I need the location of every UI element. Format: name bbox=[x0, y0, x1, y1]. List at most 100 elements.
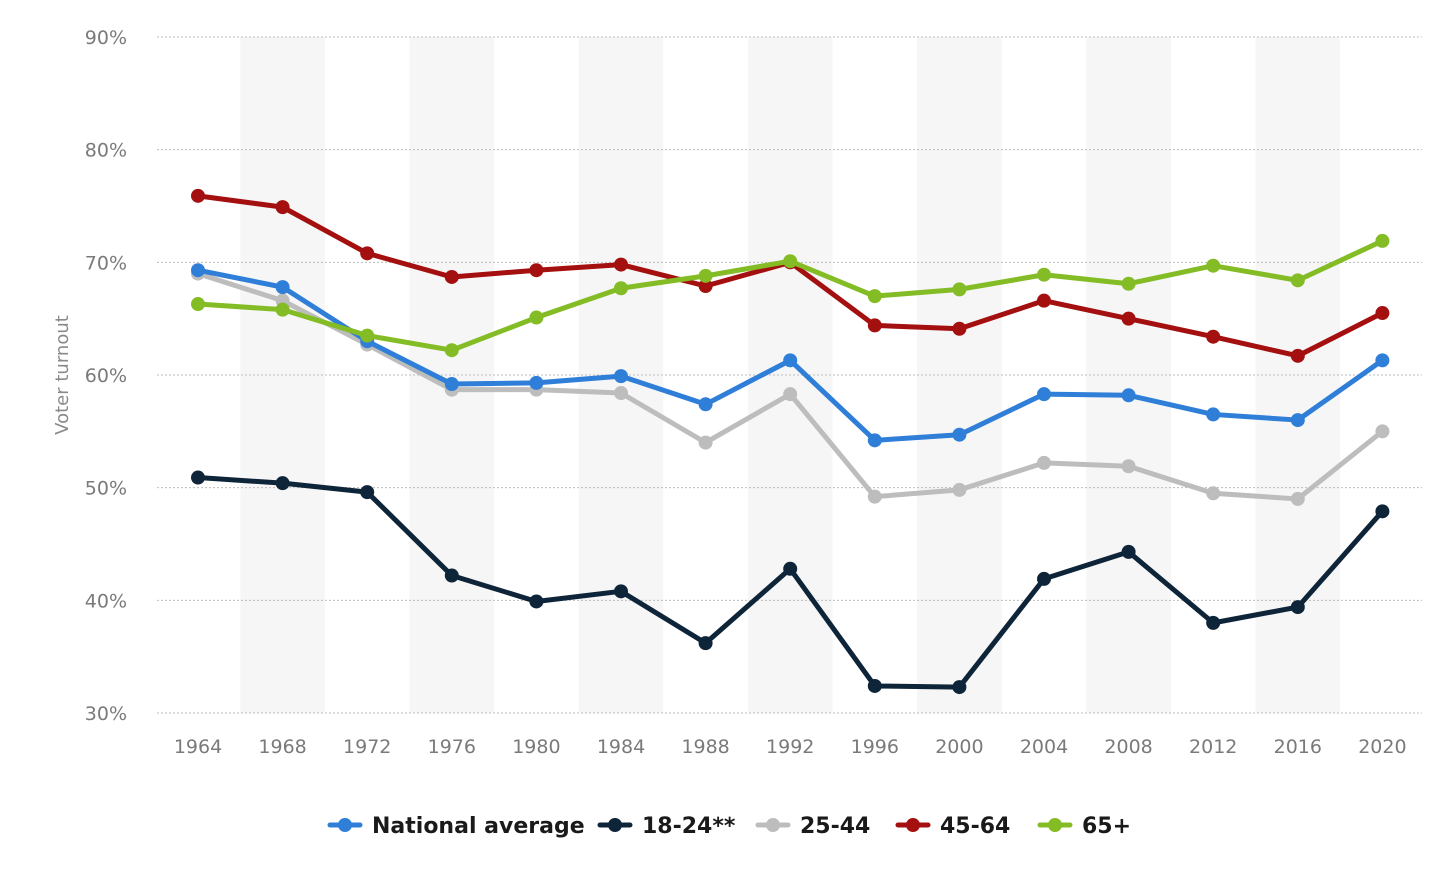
data-point[interactable] bbox=[952, 321, 967, 336]
y-tick-label: 60% bbox=[85, 365, 127, 387]
data-point[interactable] bbox=[444, 568, 459, 583]
data-point[interactable] bbox=[360, 246, 375, 261]
data-point[interactable] bbox=[1121, 388, 1136, 403]
data-point[interactable] bbox=[867, 289, 882, 304]
data-point[interactable] bbox=[1290, 413, 1305, 428]
data-point[interactable] bbox=[1121, 311, 1136, 326]
data-point[interactable] bbox=[275, 476, 290, 491]
series-65- bbox=[191, 233, 1390, 358]
legend-marker bbox=[1048, 818, 1062, 832]
data-point[interactable] bbox=[867, 489, 882, 504]
x-tick-label: 1976 bbox=[428, 736, 476, 758]
column-band bbox=[1086, 37, 1171, 713]
column-band bbox=[917, 37, 1002, 713]
data-point[interactable] bbox=[952, 282, 967, 297]
data-point[interactable] bbox=[698, 397, 713, 412]
data-point[interactable] bbox=[1121, 276, 1136, 291]
data-point[interactable] bbox=[1375, 353, 1390, 368]
data-point[interactable] bbox=[1206, 407, 1221, 422]
data-point[interactable] bbox=[191, 263, 205, 278]
data-point[interactable] bbox=[191, 188, 205, 203]
x-tick-label: 1964 bbox=[174, 736, 222, 758]
data-point[interactable] bbox=[1290, 273, 1305, 288]
data-point[interactable] bbox=[698, 268, 713, 283]
data-point[interactable] bbox=[1037, 387, 1051, 402]
x-tick-label: 2008 bbox=[1104, 736, 1152, 758]
data-point[interactable] bbox=[698, 435, 713, 450]
legend: National average 18-24** 25-44 45-64 65+ bbox=[327, 814, 1131, 839]
data-point[interactable] bbox=[529, 375, 544, 390]
data-point[interactable] bbox=[275, 200, 290, 215]
data-point[interactable] bbox=[614, 584, 628, 599]
data-point[interactable] bbox=[1037, 571, 1051, 586]
legend-marker bbox=[766, 818, 780, 832]
data-point[interactable] bbox=[783, 353, 798, 368]
x-tick-label: 2012 bbox=[1189, 736, 1237, 758]
legend-label: National average bbox=[372, 814, 585, 839]
series-lines bbox=[191, 188, 1390, 695]
data-point[interactable] bbox=[1037, 293, 1051, 308]
data-point[interactable] bbox=[444, 343, 459, 358]
data-point[interactable] bbox=[1375, 306, 1390, 321]
data-point[interactable] bbox=[783, 387, 798, 402]
x-tick-label: 2000 bbox=[935, 736, 983, 758]
x-tick-label: 1972 bbox=[343, 736, 391, 758]
legend-item[interactable]: National average bbox=[327, 814, 585, 839]
y-tick-label: 90% bbox=[85, 27, 127, 49]
x-tick-label: 1984 bbox=[597, 736, 645, 758]
data-point[interactable] bbox=[1037, 455, 1051, 470]
data-point[interactable] bbox=[1206, 615, 1221, 630]
legend-item[interactable]: 65+ bbox=[1037, 814, 1131, 839]
data-point[interactable] bbox=[952, 680, 967, 695]
x-tick-label: 1988 bbox=[681, 736, 729, 758]
data-point[interactable] bbox=[1037, 267, 1051, 282]
x-axis-tick-labels: 1964 1968 1972 1976 1980 1984 1988 1992 1996 2000… bbox=[174, 736, 1407, 758]
data-point[interactable] bbox=[614, 369, 628, 384]
data-point[interactable] bbox=[867, 318, 882, 333]
data-point[interactable] bbox=[1206, 486, 1221, 501]
data-point[interactable] bbox=[444, 377, 459, 392]
data-point[interactable] bbox=[783, 254, 798, 269]
data-point[interactable] bbox=[1206, 258, 1221, 273]
legend-marker bbox=[906, 818, 920, 832]
x-tick-label: 1992 bbox=[766, 736, 814, 758]
legend-item[interactable]: 25-44 bbox=[755, 814, 870, 839]
data-point[interactable] bbox=[191, 297, 205, 312]
data-point[interactable] bbox=[275, 302, 290, 317]
data-point[interactable] bbox=[867, 433, 882, 448]
legend-marker bbox=[608, 818, 622, 832]
data-point[interactable] bbox=[1375, 504, 1390, 519]
data-point[interactable] bbox=[529, 594, 544, 609]
data-point[interactable] bbox=[1121, 544, 1136, 559]
y-tick-label: 70% bbox=[85, 252, 127, 274]
legend-item[interactable]: 18-24** bbox=[597, 814, 736, 839]
data-point[interactable] bbox=[360, 328, 375, 343]
y-axis-tick-labels: 30% 40% 50% 60% 70% 80% 90% bbox=[85, 27, 127, 725]
data-point[interactable] bbox=[614, 257, 628, 272]
series-18-24- bbox=[191, 470, 1390, 695]
data-point[interactable] bbox=[698, 636, 713, 651]
data-point[interactable] bbox=[1121, 459, 1136, 474]
data-point[interactable] bbox=[360, 485, 375, 500]
data-point[interactable] bbox=[952, 482, 967, 497]
data-point[interactable] bbox=[529, 310, 544, 325]
data-point[interactable] bbox=[952, 427, 967, 442]
data-point[interactable] bbox=[444, 269, 459, 284]
data-point[interactable] bbox=[614, 386, 628, 401]
data-point[interactable] bbox=[1290, 491, 1305, 506]
legend-item[interactable]: 45-64 bbox=[895, 814, 1010, 839]
data-point[interactable] bbox=[1375, 233, 1390, 248]
data-point[interactable] bbox=[867, 678, 882, 693]
data-point[interactable] bbox=[275, 280, 290, 295]
data-point[interactable] bbox=[783, 561, 798, 576]
x-tick-label: 2020 bbox=[1358, 736, 1406, 758]
data-point[interactable] bbox=[1290, 600, 1305, 615]
data-point[interactable] bbox=[698, 278, 713, 293]
legend-label: 45-64 bbox=[940, 814, 1010, 839]
data-point[interactable] bbox=[191, 470, 205, 485]
data-point[interactable] bbox=[1375, 424, 1390, 439]
data-point[interactable] bbox=[1290, 348, 1305, 363]
data-point[interactable] bbox=[1206, 329, 1221, 344]
data-point[interactable] bbox=[614, 281, 628, 296]
data-point[interactable] bbox=[529, 263, 544, 278]
